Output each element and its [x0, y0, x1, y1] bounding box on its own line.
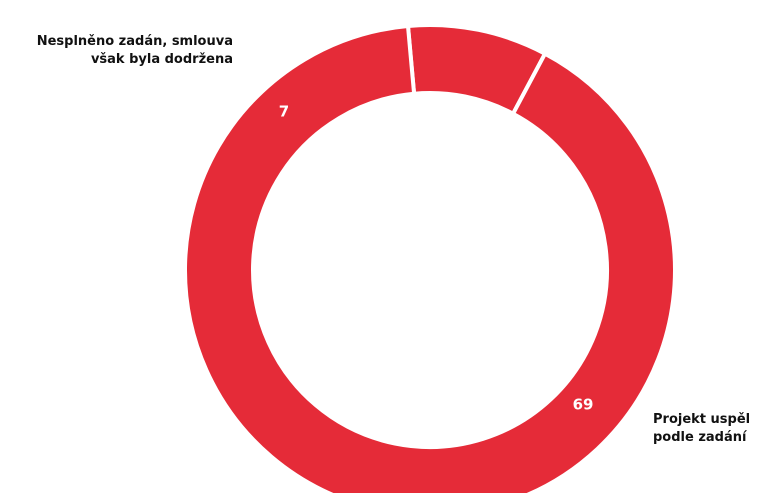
slice-label-0: Nesplněno zadán, smlouva však byla dodrže… — [37, 34, 233, 67]
donut-slice-1 — [183, 23, 677, 493]
slice-label-line: podle zadání — [653, 430, 748, 445]
slice-label-line: Projekt uspěl — [653, 412, 750, 427]
slice-label-line: však byla dodržena — [91, 52, 233, 67]
slice-values: 7 69 — [279, 103, 594, 414]
slice-labels: Nesplněno zadán, smlouva však byla dodrže… — [37, 34, 750, 445]
slice-value-1: 69 — [573, 396, 594, 414]
slice-label-line: Nesplněno zadán, smlouva — [37, 34, 233, 49]
slice-label-1: Projekt uspěl podle zadání — [653, 412, 750, 445]
slice-value-0: 7 — [279, 103, 289, 121]
donut-slices — [183, 23, 677, 493]
